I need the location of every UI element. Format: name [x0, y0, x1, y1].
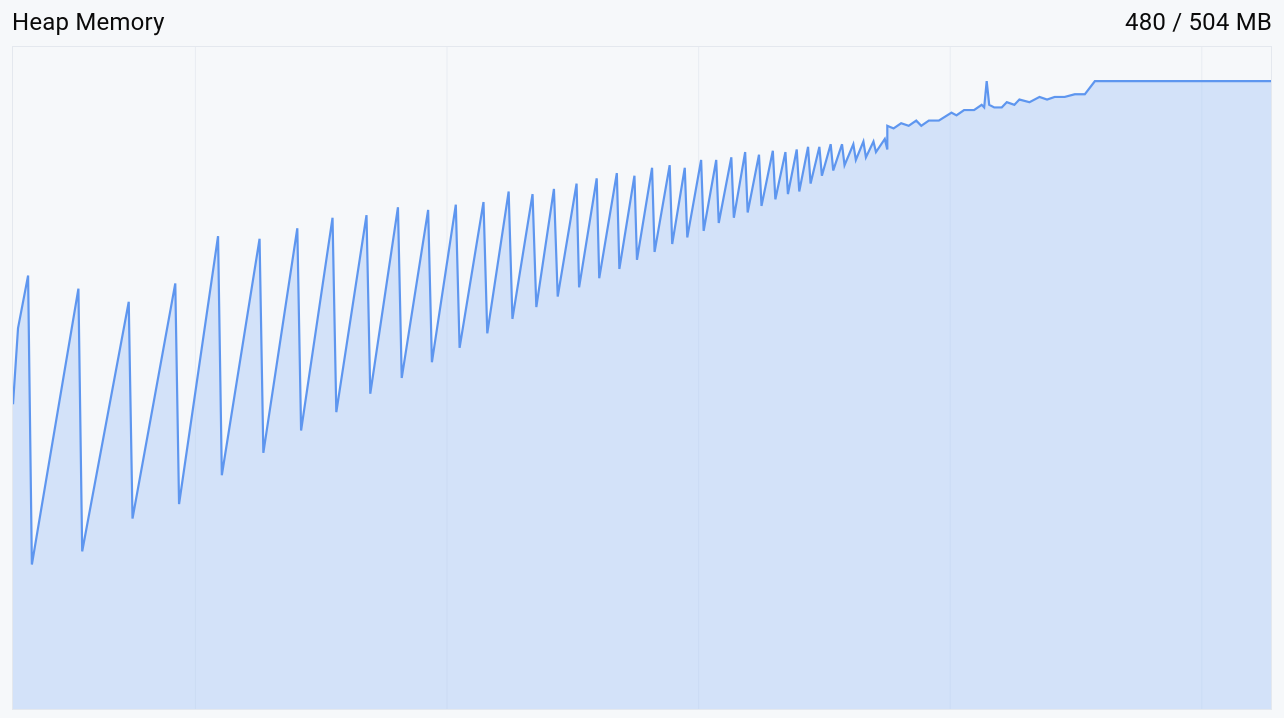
memory-usage-text: 480 / 504 MB	[1125, 8, 1272, 36]
chart-container	[12, 46, 1272, 710]
heap-memory-panel: Heap Memory 480 / 504 MB	[0, 0, 1284, 718]
panel-title: Heap Memory	[12, 8, 165, 36]
heap-memory-chart	[13, 47, 1271, 709]
panel-header: Heap Memory 480 / 504 MB	[12, 0, 1272, 46]
